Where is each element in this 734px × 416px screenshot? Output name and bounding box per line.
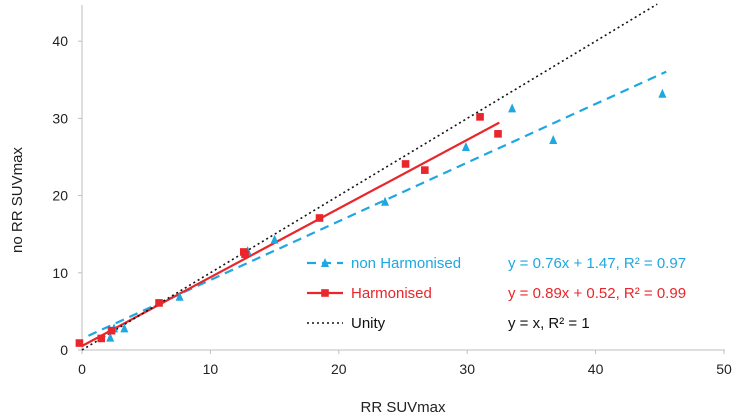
y-tick-label: 20	[52, 188, 68, 204]
y-tick-label: 0	[60, 342, 68, 358]
trendline-1	[81, 121, 500, 347]
tick-labels: 0 10 20 30 40 50 0 10 20 30 40	[52, 33, 732, 377]
x-tick-label: 30	[459, 361, 475, 377]
y-tick-label: 10	[52, 265, 68, 281]
data-point-0	[461, 141, 470, 151]
x-tick-label: 50	[716, 361, 732, 377]
data-point-1	[155, 299, 163, 307]
legend-marker-1	[321, 289, 329, 297]
y-axis-title: no RR SUVmax	[9, 147, 26, 253]
legend-label-1: Harmonised	[351, 285, 432, 302]
y-tick-label: 40	[52, 33, 68, 49]
x-tick-label: 10	[203, 361, 219, 377]
legend-equation-2: y = x, R² = 1	[508, 315, 590, 332]
data-point-1	[401, 160, 410, 168]
data-point-0	[508, 103, 517, 113]
data-point-1	[241, 250, 249, 259]
y-tick-label: 30	[52, 110, 68, 126]
axes	[81, 5, 725, 351]
trendlines	[81, 3, 667, 351]
x-axis-title: RR SUVmax	[360, 399, 446, 416]
legend: non Harmonised y = 0.76x + 1.47, R² = 0.9…	[307, 255, 686, 332]
data-points	[75, 88, 667, 347]
data-point-0	[106, 332, 115, 342]
data-point-1	[476, 113, 484, 121]
data-point-1	[315, 214, 324, 222]
data-point-0	[549, 135, 558, 145]
data-point-0	[175, 291, 184, 301]
trendline-2	[81, 3, 658, 351]
data-point-0	[658, 88, 667, 98]
legend-label-0: non Harmonised	[351, 255, 461, 272]
legend-equation-1: y = 0.89x + 0.52, R² = 0.99	[508, 285, 686, 302]
x-tick-label: 0	[78, 361, 86, 377]
legend-label-2: Unity	[351, 315, 386, 332]
x-tick-label: 40	[588, 361, 604, 377]
data-point-0	[381, 196, 390, 206]
legend-equation-0: y = 0.76x + 1.47, R² = 0.97	[508, 255, 686, 272]
data-point-0	[270, 234, 279, 244]
data-point-1	[97, 334, 106, 343]
data-point-1	[107, 326, 116, 335]
data-point-0	[120, 323, 129, 333]
data-point-1	[421, 166, 429, 174]
data-point-1	[494, 130, 502, 138]
legend-marker-0	[321, 258, 329, 267]
data-point-1	[75, 339, 84, 347]
x-tick-label: 20	[331, 361, 347, 377]
